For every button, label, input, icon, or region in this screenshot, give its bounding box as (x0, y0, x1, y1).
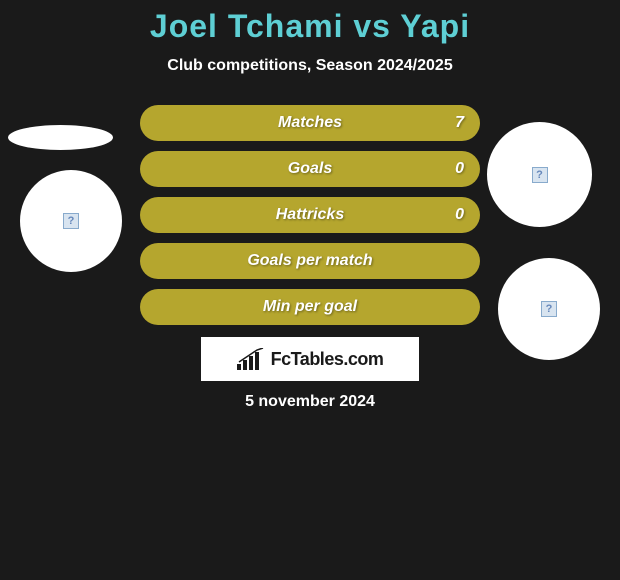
placeholder-icon (541, 301, 557, 317)
stat-label: Goals per match (247, 252, 372, 270)
stat-label: Matches (278, 114, 342, 132)
decorative-ellipse (8, 125, 113, 150)
stat-label: Min per goal (263, 298, 357, 316)
stat-row-matches: Matches 7 (140, 105, 480, 141)
stat-row-hattricks: Hattricks 0 (140, 197, 480, 233)
logo-text: FcTables.com (271, 349, 384, 370)
placeholder-icon (532, 167, 548, 183)
page-title: Joel Tchami vs Yapi (0, 8, 620, 45)
stat-right-value: 0 (455, 160, 464, 178)
stat-row-goals: Goals 0 (140, 151, 480, 187)
stat-label: Hattricks (276, 206, 344, 224)
stat-label: Goals (288, 160, 332, 178)
chart-icon (237, 348, 265, 370)
player-image-right-top (487, 122, 592, 227)
date-text: 5 november 2024 (0, 393, 620, 411)
stat-row-gpm: Goals per match (140, 243, 480, 279)
placeholder-icon (63, 213, 79, 229)
stats-panel: Matches 7 Goals 0 Hattricks 0 Goals per … (140, 105, 480, 325)
stat-right-value: 7 (455, 114, 464, 132)
player-image-right-bottom (498, 258, 600, 360)
stat-right-value: 0 (455, 206, 464, 224)
logo-box: FcTables.com (201, 337, 419, 381)
player-image-left (20, 170, 122, 272)
page-subtitle: Club competitions, Season 2024/2025 (0, 57, 620, 75)
stat-row-mpg: Min per goal (140, 289, 480, 325)
